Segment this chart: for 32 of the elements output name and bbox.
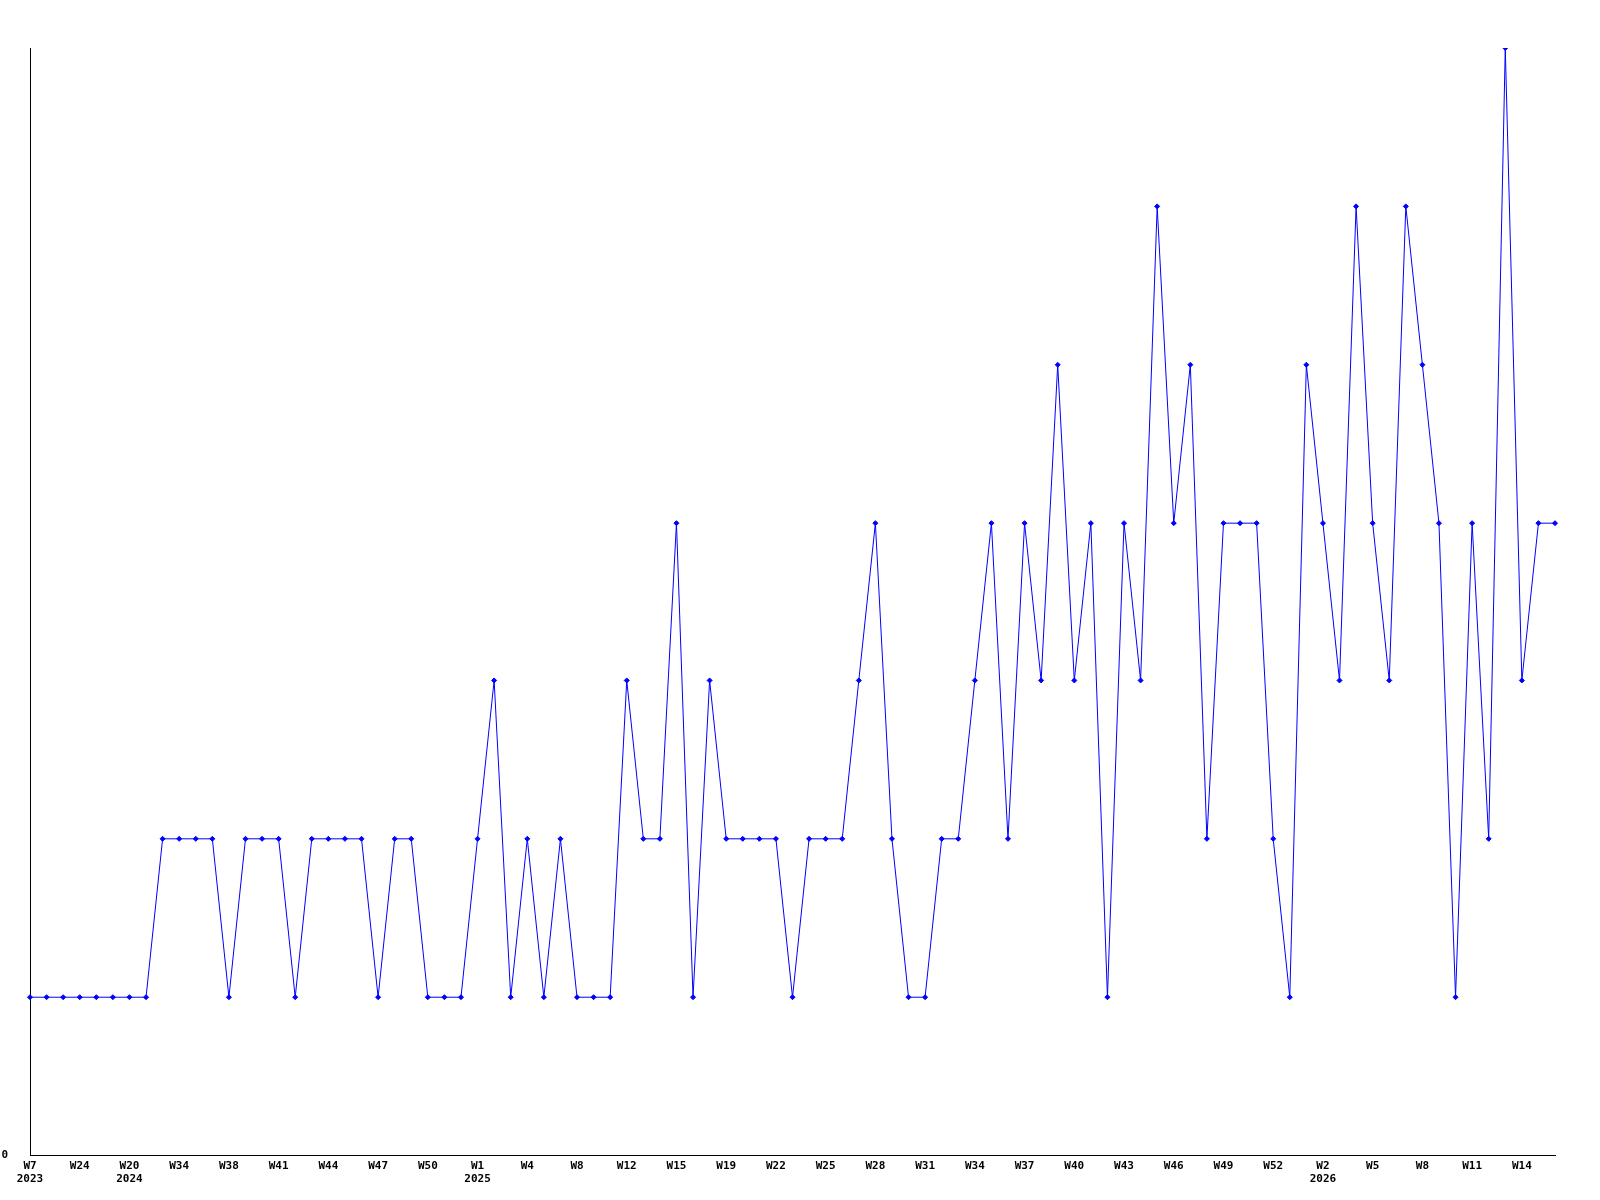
- x-tick-label: W40: [1064, 1159, 1085, 1173]
- x-tick-label: W43: [1114, 1159, 1134, 1173]
- x-tick-label: W24: [69, 1159, 91, 1173]
- x-tick-label: W47: [368, 1159, 389, 1173]
- x-tick-label: W8: [1415, 1159, 1430, 1173]
- x-tick-label: W52: [1263, 1159, 1284, 1173]
- x-tick-label: W49: [1213, 1159, 1234, 1173]
- x-tick-label: W1 2025: [464, 1159, 491, 1186]
- x-tick-label: W38: [218, 1159, 239, 1173]
- x-tick-label: W46: [1163, 1159, 1185, 1173]
- x-tick-label: W8: [570, 1159, 584, 1173]
- x-tick-label: W34: [964, 1159, 986, 1173]
- x-tick-label: W44: [318, 1159, 339, 1173]
- x-tick-label: W22: [765, 1159, 786, 1173]
- x-tick-label: W5: [1366, 1159, 1380, 1173]
- x-tick-label: W28: [865, 1159, 886, 1173]
- x-tick-label: W41: [268, 1159, 289, 1173]
- x-tick-label: W37: [1014, 1159, 1035, 1173]
- x-tick-label: W50: [417, 1159, 438, 1173]
- x-tick-label: W14: [1511, 1159, 1533, 1173]
- x-tick-label: W12: [616, 1159, 637, 1173]
- x-tick-label: W34: [169, 1159, 190, 1173]
- text: 0: [1, 1148, 8, 1162]
- x-tick-label: W4: [520, 1159, 535, 1173]
- x-tick-label: W15: [666, 1159, 687, 1173]
- x-tick-label: W20 2024: [116, 1159, 144, 1186]
- x-tick-label: W2 2026: [1309, 1159, 1337, 1186]
- x-tick-label: W19: [716, 1159, 737, 1173]
- x-tick-label: W25: [815, 1159, 836, 1173]
- x-tick-label: W7 2023: [16, 1159, 44, 1186]
- x-tick-label: W31: [915, 1159, 936, 1173]
- x-tick-label: W11: [1462, 1159, 1483, 1173]
